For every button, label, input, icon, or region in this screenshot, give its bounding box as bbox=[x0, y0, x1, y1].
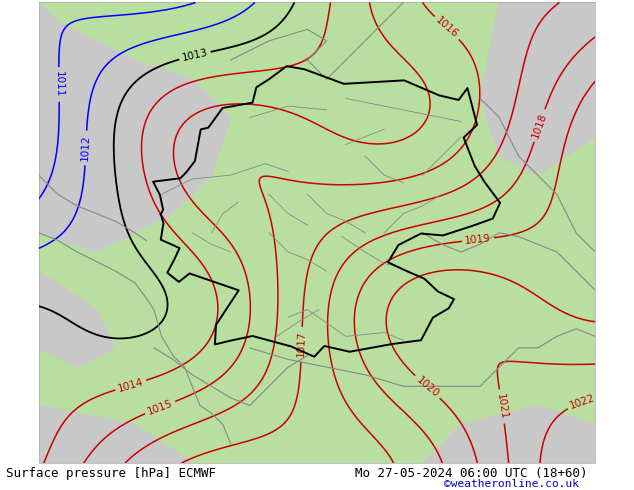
Polygon shape bbox=[39, 406, 192, 463]
Text: 1017: 1017 bbox=[296, 331, 307, 358]
Polygon shape bbox=[480, 2, 595, 175]
Text: 1022: 1022 bbox=[569, 393, 597, 411]
Text: Mo 27-05-2024 06:00 UTC (18+60): Mo 27-05-2024 06:00 UTC (18+60) bbox=[355, 466, 588, 480]
Text: ©weatheronline.co.uk: ©weatheronline.co.uk bbox=[444, 479, 579, 489]
Polygon shape bbox=[39, 271, 115, 367]
Text: 1015: 1015 bbox=[146, 398, 174, 417]
Text: 1019: 1019 bbox=[465, 233, 492, 246]
Text: 1020: 1020 bbox=[414, 374, 441, 399]
Polygon shape bbox=[39, 2, 231, 252]
Text: 1021: 1021 bbox=[495, 392, 509, 420]
Text: 1013: 1013 bbox=[181, 48, 209, 63]
Text: 1016: 1016 bbox=[434, 15, 460, 40]
Text: 1018: 1018 bbox=[531, 111, 548, 140]
Text: 1012: 1012 bbox=[80, 134, 91, 161]
Polygon shape bbox=[422, 406, 595, 463]
Text: Surface pressure [hPa] ECMWF: Surface pressure [hPa] ECMWF bbox=[6, 466, 216, 480]
Text: 1014: 1014 bbox=[117, 377, 145, 393]
Text: 1011: 1011 bbox=[54, 71, 64, 98]
Polygon shape bbox=[39, 2, 595, 463]
